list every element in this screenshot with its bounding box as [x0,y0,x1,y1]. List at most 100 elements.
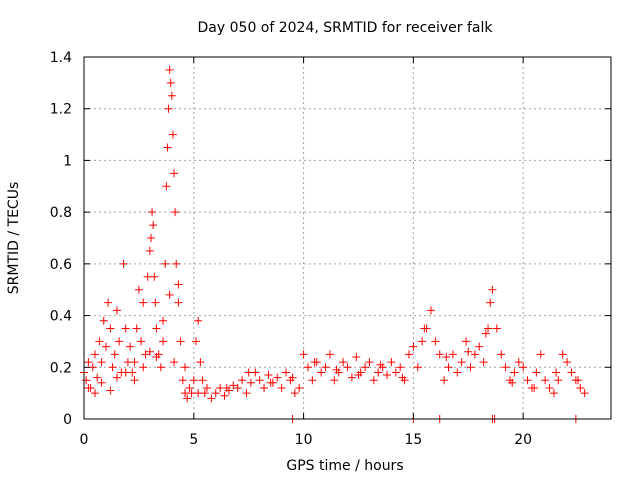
data-point [166,78,175,87]
data-point [134,285,143,294]
y-tick-label: 1.2 [50,102,72,118]
grid [84,57,611,419]
data-point [420,324,429,333]
data-point [264,371,273,380]
data-point [448,350,457,359]
data-point [222,383,231,392]
data-point [383,371,392,380]
data-point [207,394,216,403]
data-point [488,285,497,294]
data-point [497,350,506,359]
data-point [365,358,374,367]
data-point [255,376,264,385]
x-tick-label: 20 [514,432,532,448]
data-point [457,358,466,367]
data-point [233,383,242,392]
data-point [514,358,523,367]
data-point [110,350,119,359]
data-point [409,342,418,351]
data-point [354,371,363,380]
data-point [168,130,177,139]
data-point [442,352,451,361]
data-point [541,376,550,385]
data-point [88,363,97,372]
data-point [90,389,99,398]
data-point [108,363,117,372]
data-point [90,350,99,359]
data-point [295,383,304,392]
data-point [404,350,413,359]
data-point [466,363,475,372]
data-point [361,363,370,372]
data-point [159,337,168,346]
data-point [104,298,113,307]
data-point [149,221,158,230]
y-tick-label: 0 [63,412,72,428]
data-point [391,368,400,377]
x-tick-label: 15 [404,432,422,448]
data-point [563,358,572,367]
data-point [194,316,203,325]
y-tick-label: 0.2 [50,360,72,376]
data-point [435,350,444,359]
data-point [501,363,510,372]
data-point [211,389,220,398]
data-point [282,368,291,377]
data-point [288,373,297,382]
data-point [126,342,135,351]
data-point [352,352,361,361]
data-point [170,169,179,178]
data-point [145,347,154,356]
data-point [106,386,115,395]
data-point [130,376,139,385]
x-tick-label: 0 [80,432,89,448]
data-point [97,378,106,387]
data-point [99,316,108,325]
data-point [481,329,490,338]
data-point [574,376,583,385]
data-point [150,272,159,281]
data-point [376,360,385,369]
data-point [170,358,179,367]
data-point [84,358,93,367]
data-point [97,358,106,367]
data-point [532,368,541,377]
data-point [244,368,253,377]
data-point [567,368,576,377]
data-point [330,376,339,385]
data-point [101,342,110,351]
data-point [106,324,115,333]
y-tick-label: 0.6 [50,257,72,273]
data-point [229,381,238,390]
data-point [339,358,348,367]
data-point [492,324,501,333]
data-point [176,337,185,346]
data-point [347,373,356,382]
data-point [486,298,495,307]
data-point [418,337,427,346]
data-point [238,376,247,385]
data-point [174,298,183,307]
plot-frame [83,56,612,420]
data-point [290,389,299,398]
data-point [121,324,130,333]
y-axis-label: SRMTID / TECUs [6,182,22,295]
y-tick-label: 1 [63,153,72,169]
data-point [519,363,528,372]
y-tick-label: 0.8 [50,205,72,221]
data-point [174,280,183,289]
data-point [178,376,187,385]
x-axis-label: GPS time / hours [286,458,403,474]
data-point [321,363,330,372]
data-point [137,337,146,346]
data-point [317,368,326,377]
data-point [121,368,130,377]
data-point [93,373,102,382]
data-point [554,376,563,385]
data-point [115,337,124,346]
data-point [119,259,128,268]
data-point [508,378,517,387]
data-point [453,368,462,377]
data-point [183,394,192,403]
